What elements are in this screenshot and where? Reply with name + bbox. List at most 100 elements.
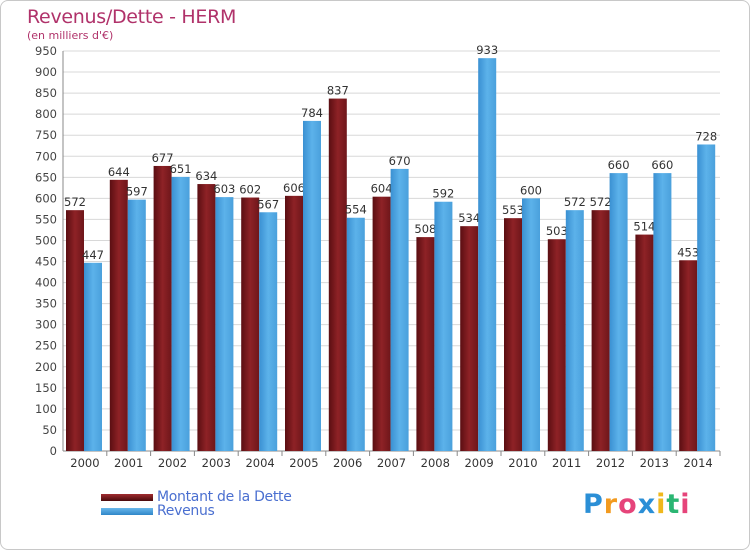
logo-letter: o bbox=[618, 489, 638, 520]
x-tick-label: 2001 bbox=[114, 456, 143, 470]
chart-subtitle: (en milliers d'€) bbox=[27, 29, 114, 42]
chart-title: Revenus/Dette - HERM bbox=[27, 6, 237, 28]
data-label: 567 bbox=[257, 197, 279, 211]
data-label: 503 bbox=[546, 224, 568, 238]
y-tick-label: 250 bbox=[35, 339, 57, 353]
y-tick-label: 400 bbox=[35, 276, 57, 290]
y-tick-label: 150 bbox=[35, 381, 57, 395]
bar-dette bbox=[285, 195, 303, 451]
data-label: 572 bbox=[564, 195, 586, 209]
bar-dette bbox=[241, 197, 260, 451]
x-tick-label: 2005 bbox=[289, 456, 318, 470]
x-tick-label: 2012 bbox=[596, 456, 625, 470]
legend-item-revenus: Revenus bbox=[101, 504, 215, 518]
y-tick-label: 950 bbox=[35, 44, 57, 58]
data-label: 554 bbox=[345, 203, 367, 217]
bar-dette bbox=[591, 210, 610, 451]
data-label: 600 bbox=[520, 183, 542, 197]
legend-item-dette: Montant de la Dette bbox=[101, 490, 292, 504]
data-label: 660 bbox=[608, 158, 630, 172]
data-label: 514 bbox=[633, 220, 655, 234]
legend-label-revenus: Revenus bbox=[157, 503, 215, 519]
logo-letter: r bbox=[603, 489, 619, 520]
y-tick-label: 750 bbox=[35, 128, 57, 142]
x-tick-label: 2003 bbox=[202, 456, 231, 470]
data-label: 644 bbox=[108, 165, 130, 179]
x-tick-label: 2004 bbox=[245, 456, 274, 470]
data-label: 606 bbox=[283, 181, 305, 195]
bar-revenus bbox=[653, 173, 672, 451]
y-tick-label: 50 bbox=[42, 423, 57, 437]
x-tick-label: 2011 bbox=[552, 456, 581, 470]
x-tick-label: 2014 bbox=[683, 456, 712, 470]
y-tick-label: 500 bbox=[35, 233, 57, 247]
x-tick-label: 2002 bbox=[158, 456, 187, 470]
bar-revenus bbox=[127, 199, 146, 451]
proxiti-logo: Proxiti bbox=[583, 489, 691, 520]
bar-dette bbox=[460, 226, 479, 451]
bar-dette bbox=[416, 237, 435, 451]
data-label: 508 bbox=[414, 222, 436, 236]
data-label: 670 bbox=[389, 154, 411, 168]
data-label: 572 bbox=[64, 195, 86, 209]
data-label: 597 bbox=[126, 185, 148, 199]
data-label: 660 bbox=[651, 158, 673, 172]
data-label: 604 bbox=[371, 182, 393, 196]
y-tick-label: 200 bbox=[35, 360, 57, 374]
bar-dette bbox=[153, 165, 172, 451]
data-label: 634 bbox=[195, 169, 217, 183]
bar-revenus bbox=[346, 217, 365, 451]
y-tick-label: 650 bbox=[35, 170, 57, 184]
x-tick-label: 2000 bbox=[70, 456, 99, 470]
data-label: 602 bbox=[239, 183, 261, 197]
y-tick-label: 850 bbox=[35, 86, 57, 100]
data-label: 553 bbox=[502, 203, 524, 217]
bar-revenus bbox=[390, 168, 409, 452]
legend-swatch-dette bbox=[101, 493, 153, 501]
x-tick-label: 2007 bbox=[377, 456, 406, 470]
bar-dette bbox=[504, 218, 522, 451]
bar-revenus bbox=[84, 262, 102, 451]
x-tick-label: 2008 bbox=[421, 456, 450, 470]
x-tick-label: 2009 bbox=[464, 456, 493, 470]
bar-revenus bbox=[478, 58, 497, 451]
bar-revenus bbox=[259, 212, 278, 451]
logo-letter: t bbox=[666, 489, 681, 520]
legend-swatch-revenus bbox=[101, 507, 153, 515]
y-tick-label: 600 bbox=[35, 191, 57, 205]
y-tick-label: 100 bbox=[35, 402, 57, 416]
bar-dette bbox=[328, 98, 347, 451]
bar-dette bbox=[109, 179, 128, 451]
logo-letter: P bbox=[583, 489, 604, 520]
data-label: 572 bbox=[590, 195, 612, 209]
data-label: 603 bbox=[213, 182, 235, 196]
data-label: 933 bbox=[476, 43, 498, 57]
bar-revenus bbox=[522, 198, 540, 451]
logo-letter: i bbox=[656, 489, 667, 520]
data-label: 592 bbox=[432, 187, 454, 201]
bar-revenus bbox=[171, 176, 190, 452]
data-label: 447 bbox=[82, 248, 104, 262]
y-tick-label: 300 bbox=[35, 318, 57, 332]
bar-revenus bbox=[434, 201, 453, 451]
logo-letter: x bbox=[637, 489, 657, 520]
data-label: 677 bbox=[152, 151, 174, 165]
x-tick-label: 2013 bbox=[640, 456, 669, 470]
bar-dette bbox=[66, 210, 84, 451]
bar-dette bbox=[547, 239, 566, 451]
bar-revenus bbox=[697, 144, 716, 451]
bar-dette bbox=[372, 196, 391, 451]
bar-dette bbox=[635, 234, 654, 451]
y-tick-label: 350 bbox=[35, 297, 57, 311]
data-label: 651 bbox=[170, 162, 192, 176]
y-tick-label: 700 bbox=[35, 149, 57, 163]
data-label: 728 bbox=[695, 129, 717, 143]
y-tick-label: 900 bbox=[35, 65, 57, 79]
data-label: 453 bbox=[677, 245, 699, 259]
x-tick-label: 2010 bbox=[508, 456, 537, 470]
data-label: 837 bbox=[327, 84, 349, 98]
bar-revenus bbox=[565, 210, 584, 451]
y-tick-label: 550 bbox=[35, 212, 57, 226]
y-tick-label: 450 bbox=[35, 255, 57, 269]
